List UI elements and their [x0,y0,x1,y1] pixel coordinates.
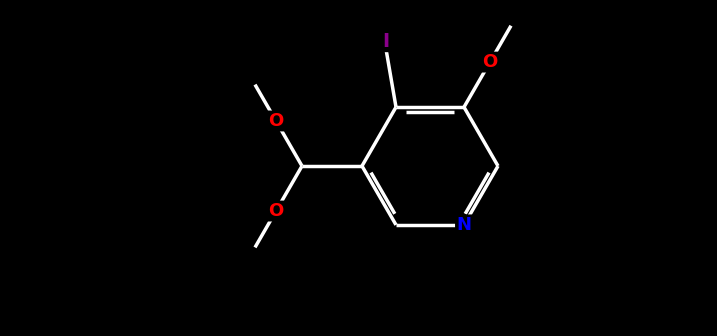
Text: I: I [382,32,389,51]
Text: O: O [268,202,284,220]
Text: O: O [268,112,284,130]
Text: N: N [457,216,472,234]
Text: O: O [483,53,498,71]
